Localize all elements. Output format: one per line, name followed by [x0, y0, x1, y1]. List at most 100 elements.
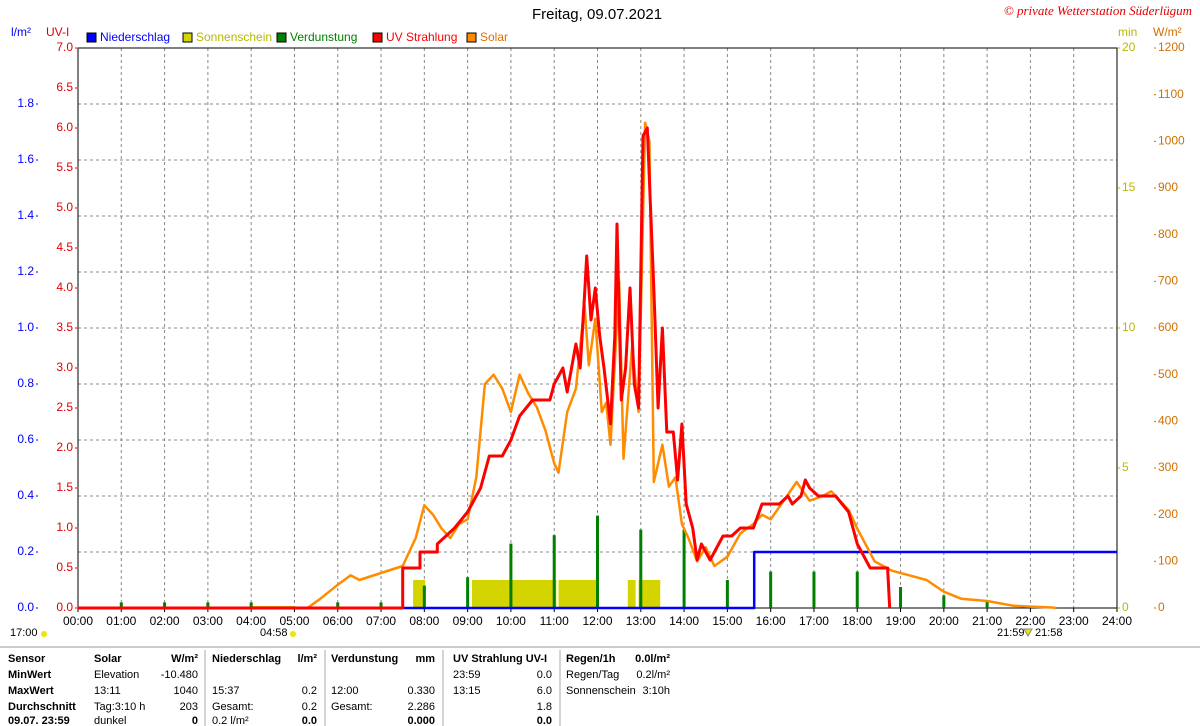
series-line: [78, 126, 892, 610]
table-cell: 09.07. 23:59: [8, 715, 70, 726]
y-tick-label: 0.8: [17, 376, 34, 390]
table-header: 0.0l/m²: [635, 653, 670, 665]
legend-label: Niederschlag: [100, 30, 170, 44]
table-cell: 0.0: [537, 715, 552, 726]
table-header: W/m²: [171, 653, 198, 665]
evaporation-spike: [725, 580, 729, 608]
y-tick-label: 20: [1122, 40, 1136, 54]
table-cell: Sonnenschein: [566, 685, 636, 697]
legend-swatch: [86, 32, 97, 43]
table-cell: dunkel: [94, 715, 126, 726]
x-tick-label: 10:00: [496, 614, 526, 628]
table-cell: -10.480: [161, 669, 198, 681]
y-tick-label: 0: [1122, 600, 1129, 614]
x-tick-label: 18:00: [842, 614, 872, 628]
x-tick-label: 19:00: [886, 614, 916, 628]
sun-marker: [41, 631, 47, 637]
table-header: Verdunstung: [331, 653, 398, 665]
evaporation-spike: [509, 543, 513, 608]
table-cell: 0.000: [407, 715, 435, 726]
axis-unit: UV-I: [46, 25, 69, 39]
x-tick-label: 11:00: [540, 614, 569, 628]
table-cell: Elevation: [94, 669, 139, 681]
table-cell: Gesamt:: [212, 701, 254, 713]
y-tick-label: 5: [1122, 460, 1129, 474]
annotation: 21:58: [1035, 627, 1063, 639]
table-cell: 203: [180, 701, 198, 713]
x-tick-label: 02:00: [150, 614, 180, 628]
table-header: Niederschlag: [212, 653, 281, 665]
y-tick-label: 400: [1158, 414, 1178, 428]
x-tick-label: 12:00: [582, 614, 612, 628]
x-tick-label: 21:00: [972, 614, 1002, 628]
x-tick-label: 24:00: [1102, 614, 1132, 628]
evaporation-spike: [812, 571, 816, 608]
evaporation-spike: [552, 535, 556, 608]
table-header: UV Strahlung UV-I: [453, 653, 547, 665]
table-header: Sensor: [8, 653, 46, 665]
table-cell: 13:11: [94, 685, 121, 697]
y-tick-label: 0: [1158, 600, 1165, 614]
x-tick-label: 06:00: [323, 614, 353, 628]
evaporation-spike: [639, 529, 643, 608]
credit: © private Wetterstation Süderlügum: [1004, 3, 1192, 18]
legend-label: Solar: [480, 30, 508, 44]
series-line: [78, 550, 1117, 610]
evaporation-spike: [163, 602, 167, 608]
axis-unit: W/m²: [1153, 25, 1182, 39]
y-tick-label: 4.5: [56, 240, 73, 254]
evaporation-spike: [985, 601, 989, 608]
sunshine-bar: [471, 580, 557, 608]
table-cell: 2.286: [407, 701, 435, 713]
y-tick-label: 100: [1158, 554, 1178, 568]
table-header: Regen/1h: [566, 653, 616, 665]
table-cell: 12:00: [331, 685, 359, 697]
table-cell: 15:37: [212, 685, 240, 697]
table-cell: 1040: [174, 685, 198, 697]
evaporation-spike: [942, 595, 946, 608]
evaporation-spike: [855, 571, 859, 608]
y-tick-label: 0.2: [17, 544, 34, 558]
table-cell: 0: [192, 715, 198, 726]
table-cell: 0.2: [302, 701, 317, 713]
y-tick-label: 15: [1122, 180, 1136, 194]
sunshine-bar: [627, 580, 636, 608]
table-cell: 3:10h: [642, 685, 670, 697]
y-tick-label: 5.5: [56, 160, 73, 174]
y-tick-label: 200: [1158, 507, 1178, 521]
table-cell: Gesamt:: [331, 701, 373, 713]
y-tick-label: 700: [1158, 274, 1178, 288]
y-tick-label: 1.4: [17, 208, 34, 222]
table-cell: Regen/Tag: [566, 669, 619, 681]
x-tick-label: 22:00: [1015, 614, 1045, 628]
evaporation-spike: [466, 577, 470, 608]
y-tick-label: 1100: [1158, 87, 1184, 101]
x-tick-label: 09:00: [453, 614, 483, 628]
x-tick-label: 14:00: [669, 614, 699, 628]
table-cell: 1.8: [537, 701, 552, 713]
x-tick-label: 08:00: [409, 614, 439, 628]
evaporation-spike: [249, 602, 253, 608]
table-cell: 0.330: [407, 685, 435, 697]
x-tick-label: 03:00: [193, 614, 223, 628]
table-cell: 6.0: [537, 685, 552, 697]
evaporation-spike: [206, 602, 210, 608]
table-header: mm: [415, 653, 435, 665]
axis-unit: l/m²: [11, 25, 31, 39]
x-tick-label: 00:00: [63, 614, 93, 628]
evaporation-spike: [336, 602, 340, 608]
y-tick-label: 0.5: [56, 560, 73, 574]
legend-label: UV Strahlung: [386, 30, 457, 44]
y-tick-label: 0.0: [56, 600, 73, 614]
annotation: 21:59: [997, 627, 1025, 639]
y-tick-label: 6.5: [56, 80, 73, 94]
y-tick-label: 0.6: [17, 432, 34, 446]
y-tick-label: 3.0: [56, 360, 73, 374]
y-tick-label: 2.0: [56, 440, 73, 454]
y-tick-label: 600: [1158, 320, 1178, 334]
y-tick-label: 0.4: [17, 488, 34, 502]
table-header: l/m²: [297, 653, 317, 665]
evaporation-spike: [422, 585, 426, 608]
